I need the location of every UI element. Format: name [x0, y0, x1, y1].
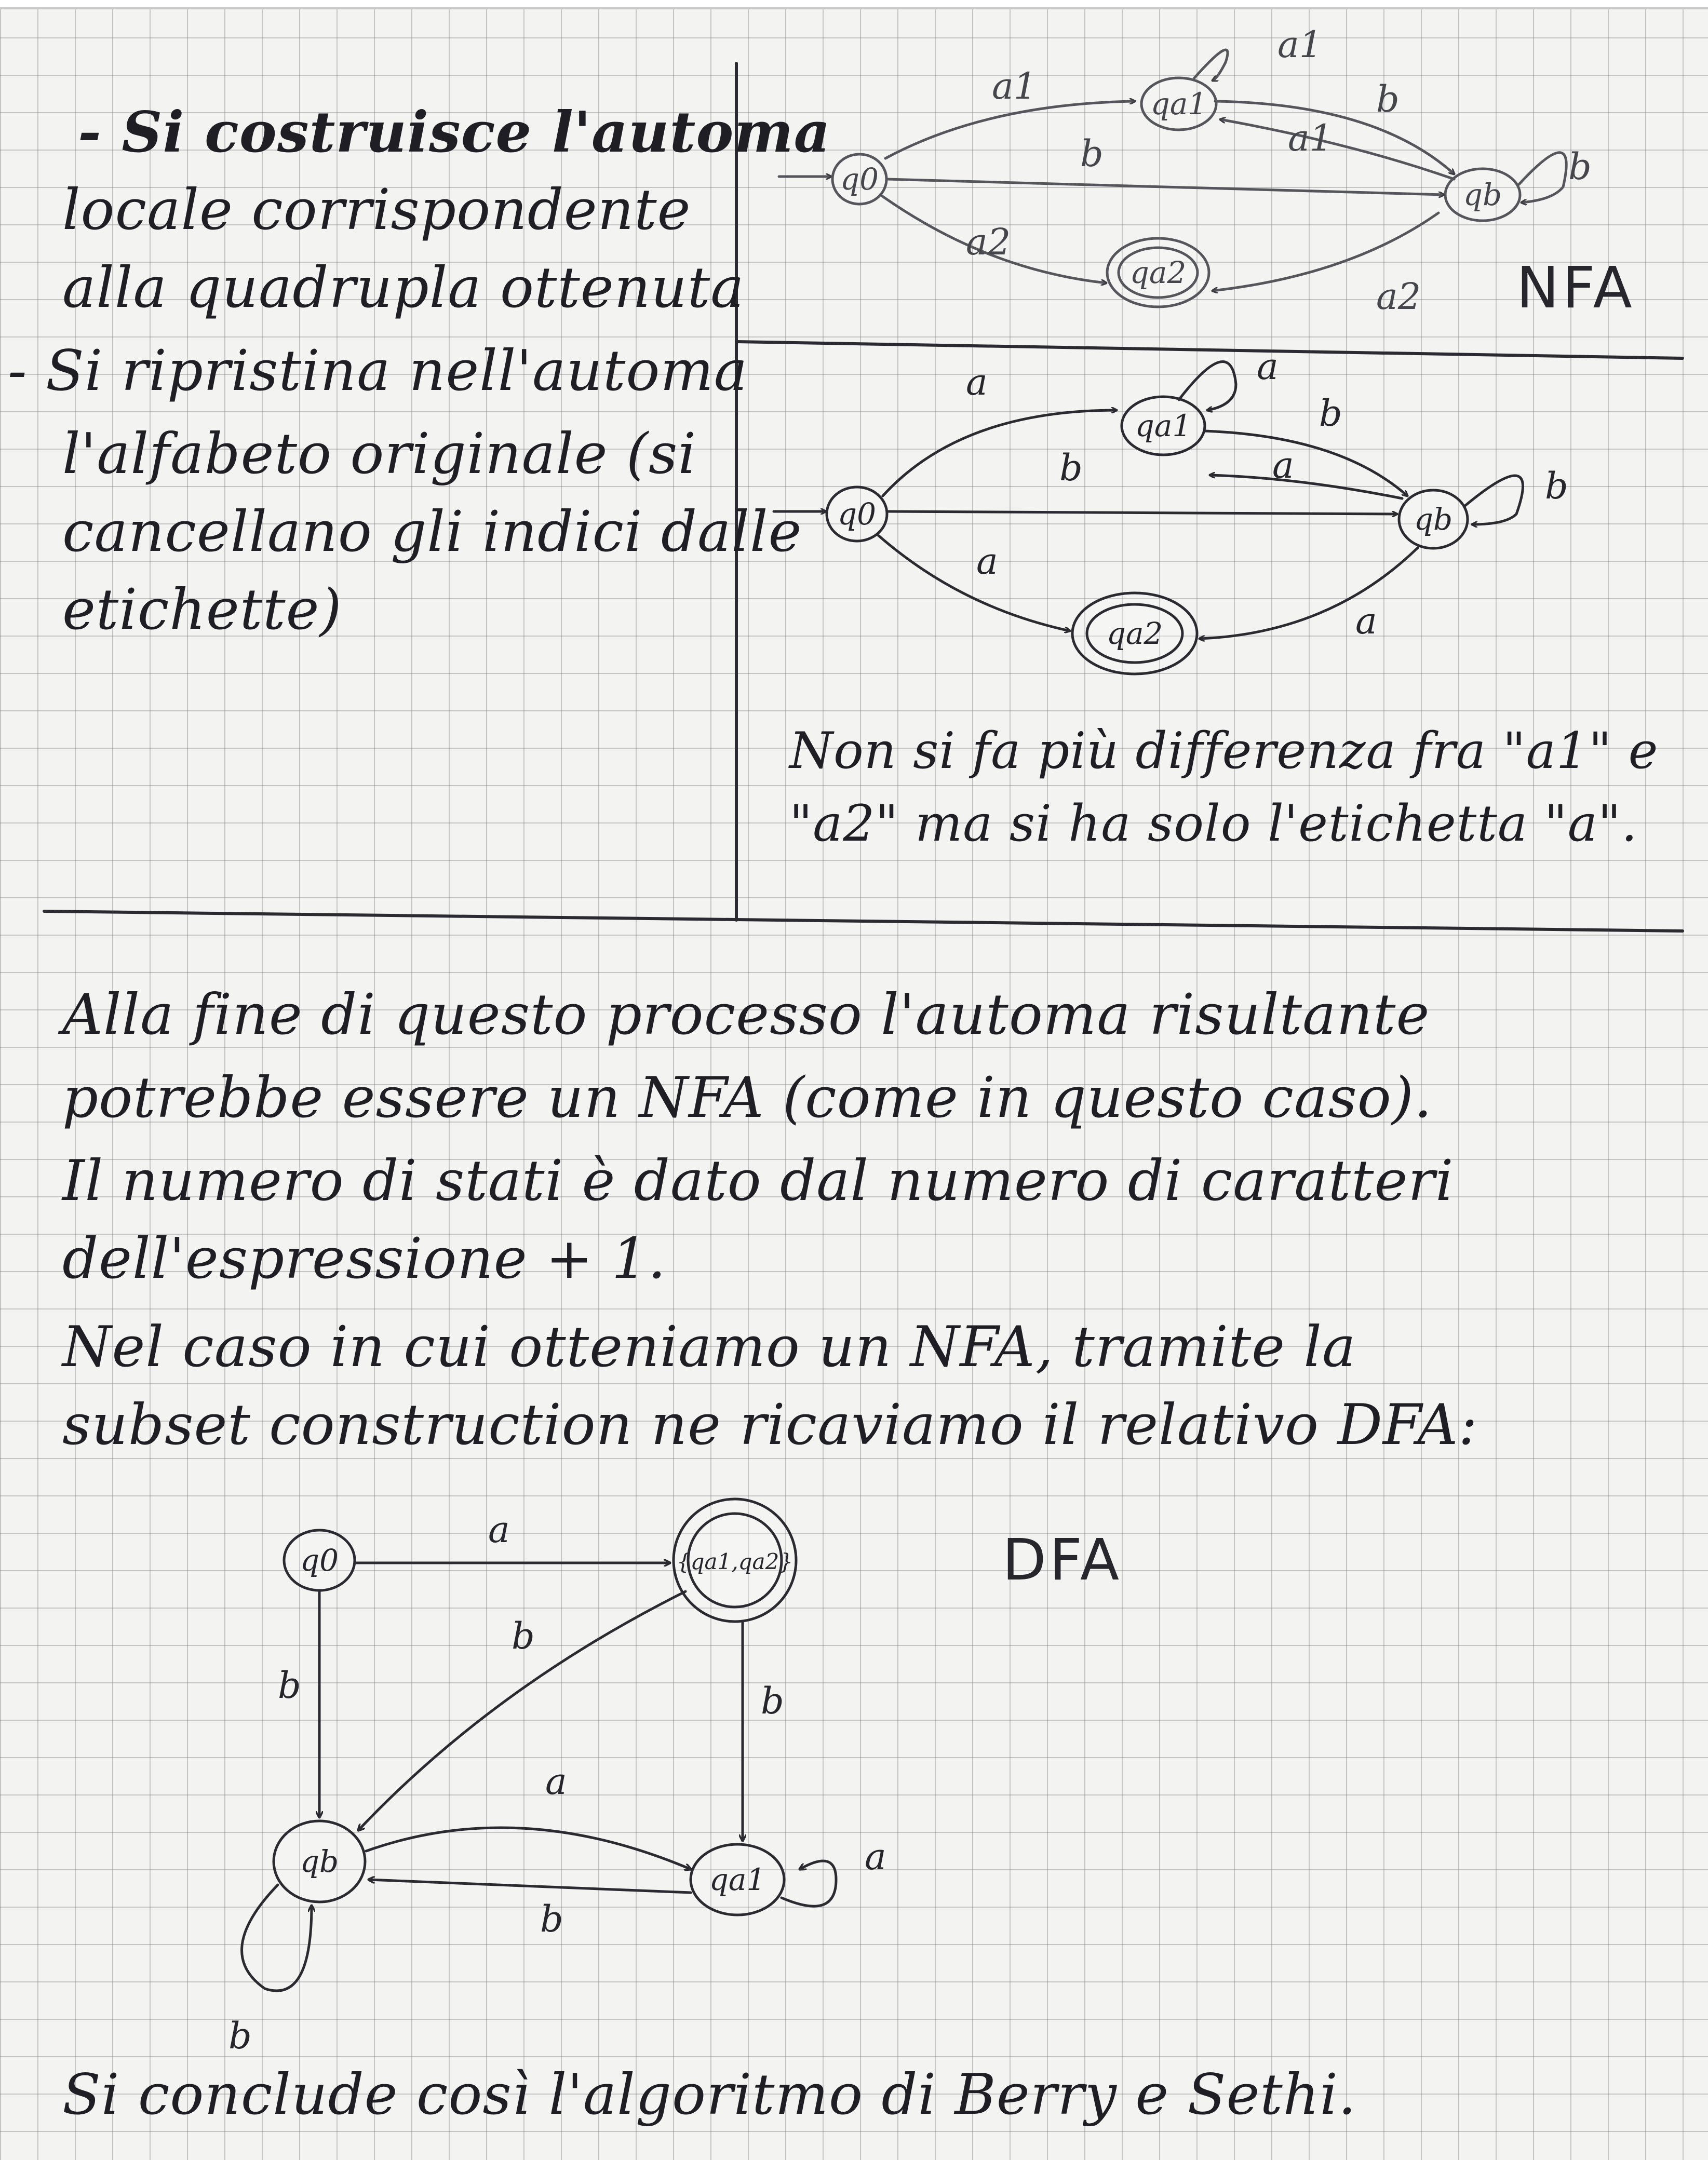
edge-qb-loop: [1517, 151, 1568, 203]
edge-qb-qa2: [1198, 546, 1419, 639]
state-qa1: [1140, 76, 1218, 131]
state-qa2-label: qa2: [1130, 255, 1187, 290]
paper-top-edge: [0, 0, 1708, 9]
state-qa2-label: qa2: [1107, 616, 1163, 651]
edge-qa1-loop-label: a: [865, 1835, 886, 1878]
state-qa1: [1120, 395, 1206, 456]
state-qb-label: qb: [1463, 177, 1502, 212]
edge-qa1qa2-qb-label: b: [512, 1615, 535, 1657]
edge-q0-qb-label: b: [1059, 447, 1083, 489]
state-qa1qa2-outer: [672, 1497, 798, 1623]
edge-qa1-qb-label: b: [540, 1898, 563, 1940]
state-q0-label: q0: [838, 496, 876, 532]
edge-q0-qb-label: b: [1080, 132, 1104, 175]
left-note-line-3: alla quadrupla ottenuta: [62, 255, 745, 320]
state-qa1-label: qa1: [709, 1862, 766, 1897]
edge-q0-qa1-label: a: [966, 361, 988, 403]
conclusion-line: Si conclude così l'algoritmo di Berry e …: [62, 2062, 1357, 2127]
body-line-6: subset construction ne ricaviamo il rela…: [62, 1393, 1478, 1457]
state-q0: [825, 485, 889, 543]
edge-qb-loop: [240, 1883, 312, 1992]
state-qa2-outer: [1106, 237, 1211, 308]
edge-qb-qa2: [1213, 211, 1440, 291]
left-note-line-5: l'alfabeto originale (si: [62, 422, 697, 487]
state-qb: [272, 1819, 367, 1904]
state-qa1qa2-inner: [687, 1512, 783, 1609]
state-qb-label: qb: [1414, 502, 1453, 537]
main-divider: [43, 910, 1684, 933]
edge-qa1-loop: [1177, 360, 1238, 410]
edge-q0-qa2-label: a2: [966, 221, 1011, 263]
edge-qa1-qb: [1203, 429, 1407, 496]
edge-q0-qa2: [879, 193, 1106, 283]
state-qa1-label: qa1: [1135, 408, 1192, 443]
edge-q0-qb-label: b: [278, 1664, 301, 1707]
edge-q0-qa2: [876, 533, 1070, 631]
state-qa2-outer: [1071, 591, 1199, 676]
edge-q0-qb: [886, 510, 1398, 514]
edge-qb-qa2-label: a: [1355, 600, 1377, 642]
edge-qb-qa1: [1208, 475, 1404, 500]
edge-qb-qa2-label: a2: [1376, 275, 1421, 318]
body-line-5: Nel caso in cui otteniamo un NFA, tramit…: [62, 1315, 1356, 1380]
state-qb: [1397, 489, 1469, 550]
dfa-tag: DFA: [1002, 1527, 1123, 1593]
left-note-line-4: - Si ripristina nell'automa: [8, 339, 748, 403]
edge-qa1-qb: [367, 1880, 692, 1894]
body-line-2: potrebbe essere un NFA (come in questo c…: [62, 1065, 1433, 1130]
state-qa1-label: qa1: [1151, 86, 1207, 122]
state-qb: [1444, 167, 1522, 222]
edge-qb-qa1: [1220, 119, 1456, 181]
edge-qb-loop-label: b: [1545, 465, 1568, 507]
edge-qa1-qb-label: b: [1319, 392, 1342, 435]
nfa-tag: NFA: [1516, 254, 1635, 321]
upper-right-divider: [735, 340, 1684, 360]
edge-qa1-loop: [780, 1859, 838, 1908]
nfa-note-line-2: "a2" ma si ha solo l'etichetta "a".: [789, 794, 1638, 853]
edge-qb-loop-label: b: [228, 2015, 252, 2057]
edge-qb-qa1-label: a1: [1288, 117, 1333, 159]
state-qa2-inner: [1117, 246, 1199, 299]
state-qa2-inner: [1085, 603, 1184, 664]
nfa-note-line-1: Non si fa più differenza fra "a1" e: [789, 722, 1659, 780]
edge-qb-qa1-label: a: [1272, 444, 1294, 487]
edge-qb-loop: [1463, 474, 1524, 524]
edge-q0-qa1-label: a1: [992, 65, 1037, 107]
edge-qa1-loop: [1193, 48, 1229, 82]
edge-qa1-loop-label: a: [1257, 345, 1279, 388]
body-line-1: Alla fine di questo processo l'automa ri…: [62, 982, 1430, 1047]
state-q0-label: q0: [840, 161, 879, 197]
left-note-line-6: cancellano gli indici dalle: [62, 500, 802, 564]
edge-q0-qa2-label: a: [976, 540, 998, 583]
edge-qb-loop-label: b: [1568, 145, 1592, 188]
edge-q0-qa1: [881, 410, 1118, 497]
left-note-line-1: - Si costruisce l'automa: [78, 100, 831, 165]
edge-qb-qa1: [365, 1826, 691, 1869]
edge-q0-qa1qa2-label: a: [488, 1508, 510, 1551]
edge-qa1qa2-qb: [358, 1590, 687, 1830]
edge-q0-qb: [885, 178, 1445, 195]
state-qb-label: qb: [300, 1844, 339, 1879]
left-note-line-2: locale corrispondente: [62, 178, 691, 242]
edge-qa1-loop-label: a1: [1277, 23, 1322, 66]
body-line-4: dell'espressione + 1.: [62, 1226, 666, 1291]
edge-q0-qa1: [884, 101, 1136, 160]
left-note-line-7: etichette): [62, 577, 342, 642]
edge-qb-qa1-label: a: [545, 1760, 567, 1803]
edge-qa1-qb: [1214, 100, 1454, 174]
state-qa1: [689, 1843, 786, 1916]
edge-qa1-qb-label: b: [1376, 78, 1400, 120]
edge-qa1qa2-qa1-label: b: [761, 1680, 784, 1722]
state-qa1qa2-label: {qa1,qa2}: [677, 1549, 793, 1574]
state-q0-label: q0: [300, 1543, 339, 1578]
body-line-3: Il numero di stati è dato dal numero di …: [62, 1149, 1454, 1213]
